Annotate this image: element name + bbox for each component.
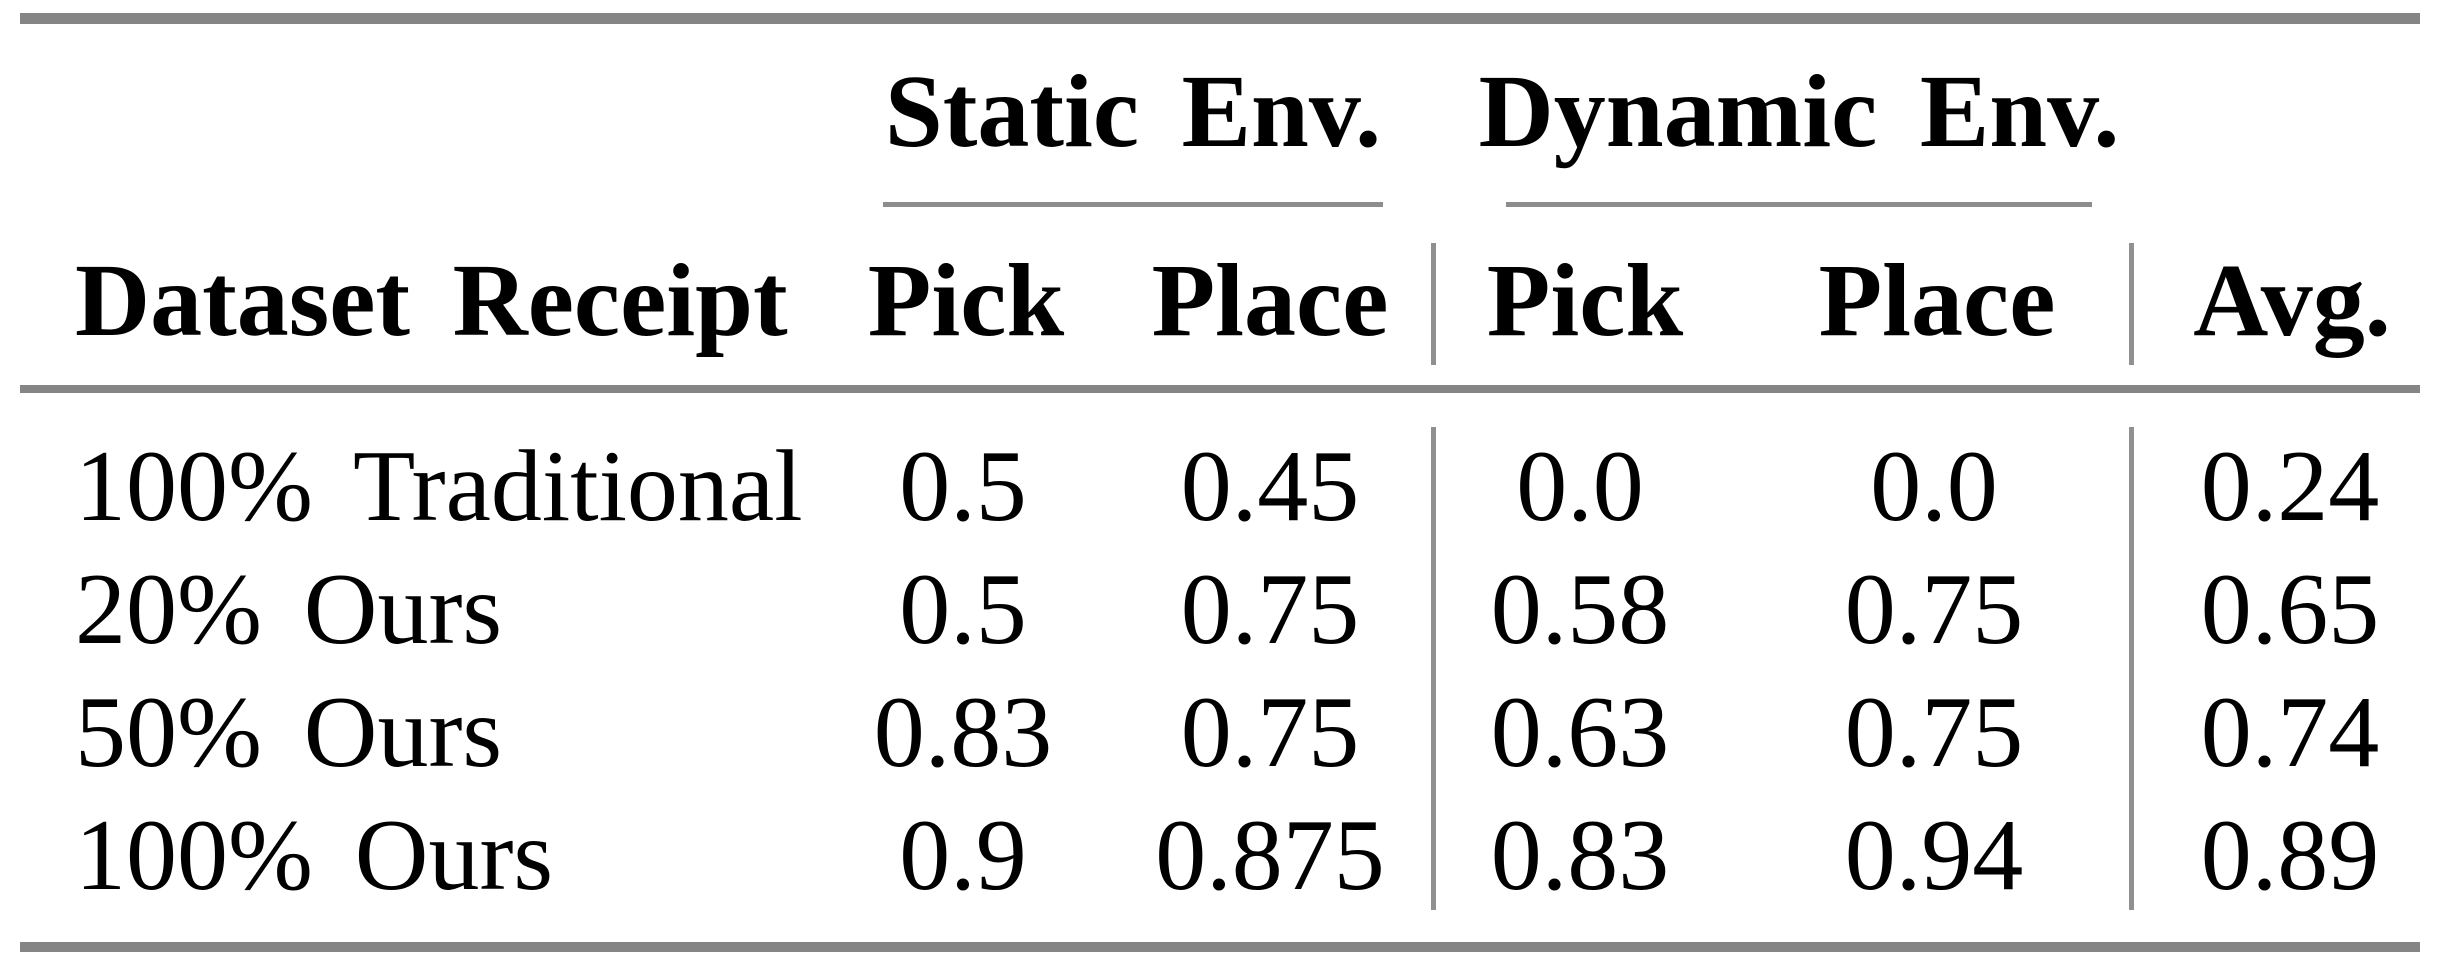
column-header-static-place: Place xyxy=(1151,243,1389,358)
vertical-divider-static-dynamic-header xyxy=(1431,243,1436,365)
row-label: 50% Ours xyxy=(75,676,503,789)
cell-avg: 0.24 xyxy=(2200,430,2380,543)
vertical-divider-avg-header xyxy=(2129,243,2134,365)
cell-static-pick: 0.5 xyxy=(899,553,1027,666)
cell-dynamic-pick: 0.58 xyxy=(1490,553,1670,666)
cell-static-pick: 0.9 xyxy=(899,799,1027,912)
row-label: 20% Ours xyxy=(75,553,503,666)
cell-static-place: 0.45 xyxy=(1180,430,1360,543)
cell-dynamic-pick: 0.83 xyxy=(1490,799,1670,912)
cell-static-pick: 0.83 xyxy=(873,676,1053,789)
vertical-divider-static-dynamic-body xyxy=(1431,427,1436,910)
cell-avg: 0.74 xyxy=(2200,676,2380,789)
cell-dynamic-place: 0.75 xyxy=(1844,676,2024,789)
row-label: 100% Ours xyxy=(75,799,554,912)
column-header-dynamic-pick: Pick xyxy=(1486,243,1684,358)
static-env-underline xyxy=(883,202,1383,207)
bottom-rule xyxy=(20,942,2420,952)
header-rule xyxy=(20,385,2420,393)
cell-static-pick: 0.5 xyxy=(899,430,1027,543)
cell-dynamic-place: 0.75 xyxy=(1844,553,2024,666)
cell-avg: 0.89 xyxy=(2200,799,2380,912)
cell-avg: 0.65 xyxy=(2200,553,2380,666)
top-rule xyxy=(20,13,2420,24)
dynamic-env-underline xyxy=(1506,202,2092,207)
cell-dynamic-place: 0.0 xyxy=(1870,430,1998,543)
column-header-dataset-receipt: Dataset Receipt xyxy=(75,243,788,358)
cell-dynamic-place: 0.94 xyxy=(1844,799,2024,912)
group-header-dynamic-env: Dynamic Env. xyxy=(1478,54,2120,169)
column-header-avg: Avg. xyxy=(2193,243,2391,358)
cell-dynamic-pick: 0.0 xyxy=(1516,430,1644,543)
group-header-static-env: Static Env. xyxy=(884,54,1382,169)
row-label: 100% Traditional xyxy=(75,430,803,543)
column-header-dynamic-place: Place xyxy=(1818,243,2056,358)
cell-static-place: 0.875 xyxy=(1155,799,1385,912)
vertical-divider-avg-body xyxy=(2129,427,2134,910)
column-header-static-pick: Pick xyxy=(867,243,1065,358)
cell-static-place: 0.75 xyxy=(1180,553,1360,666)
cell-static-place: 0.75 xyxy=(1180,676,1360,789)
cell-dynamic-pick: 0.63 xyxy=(1490,676,1670,789)
